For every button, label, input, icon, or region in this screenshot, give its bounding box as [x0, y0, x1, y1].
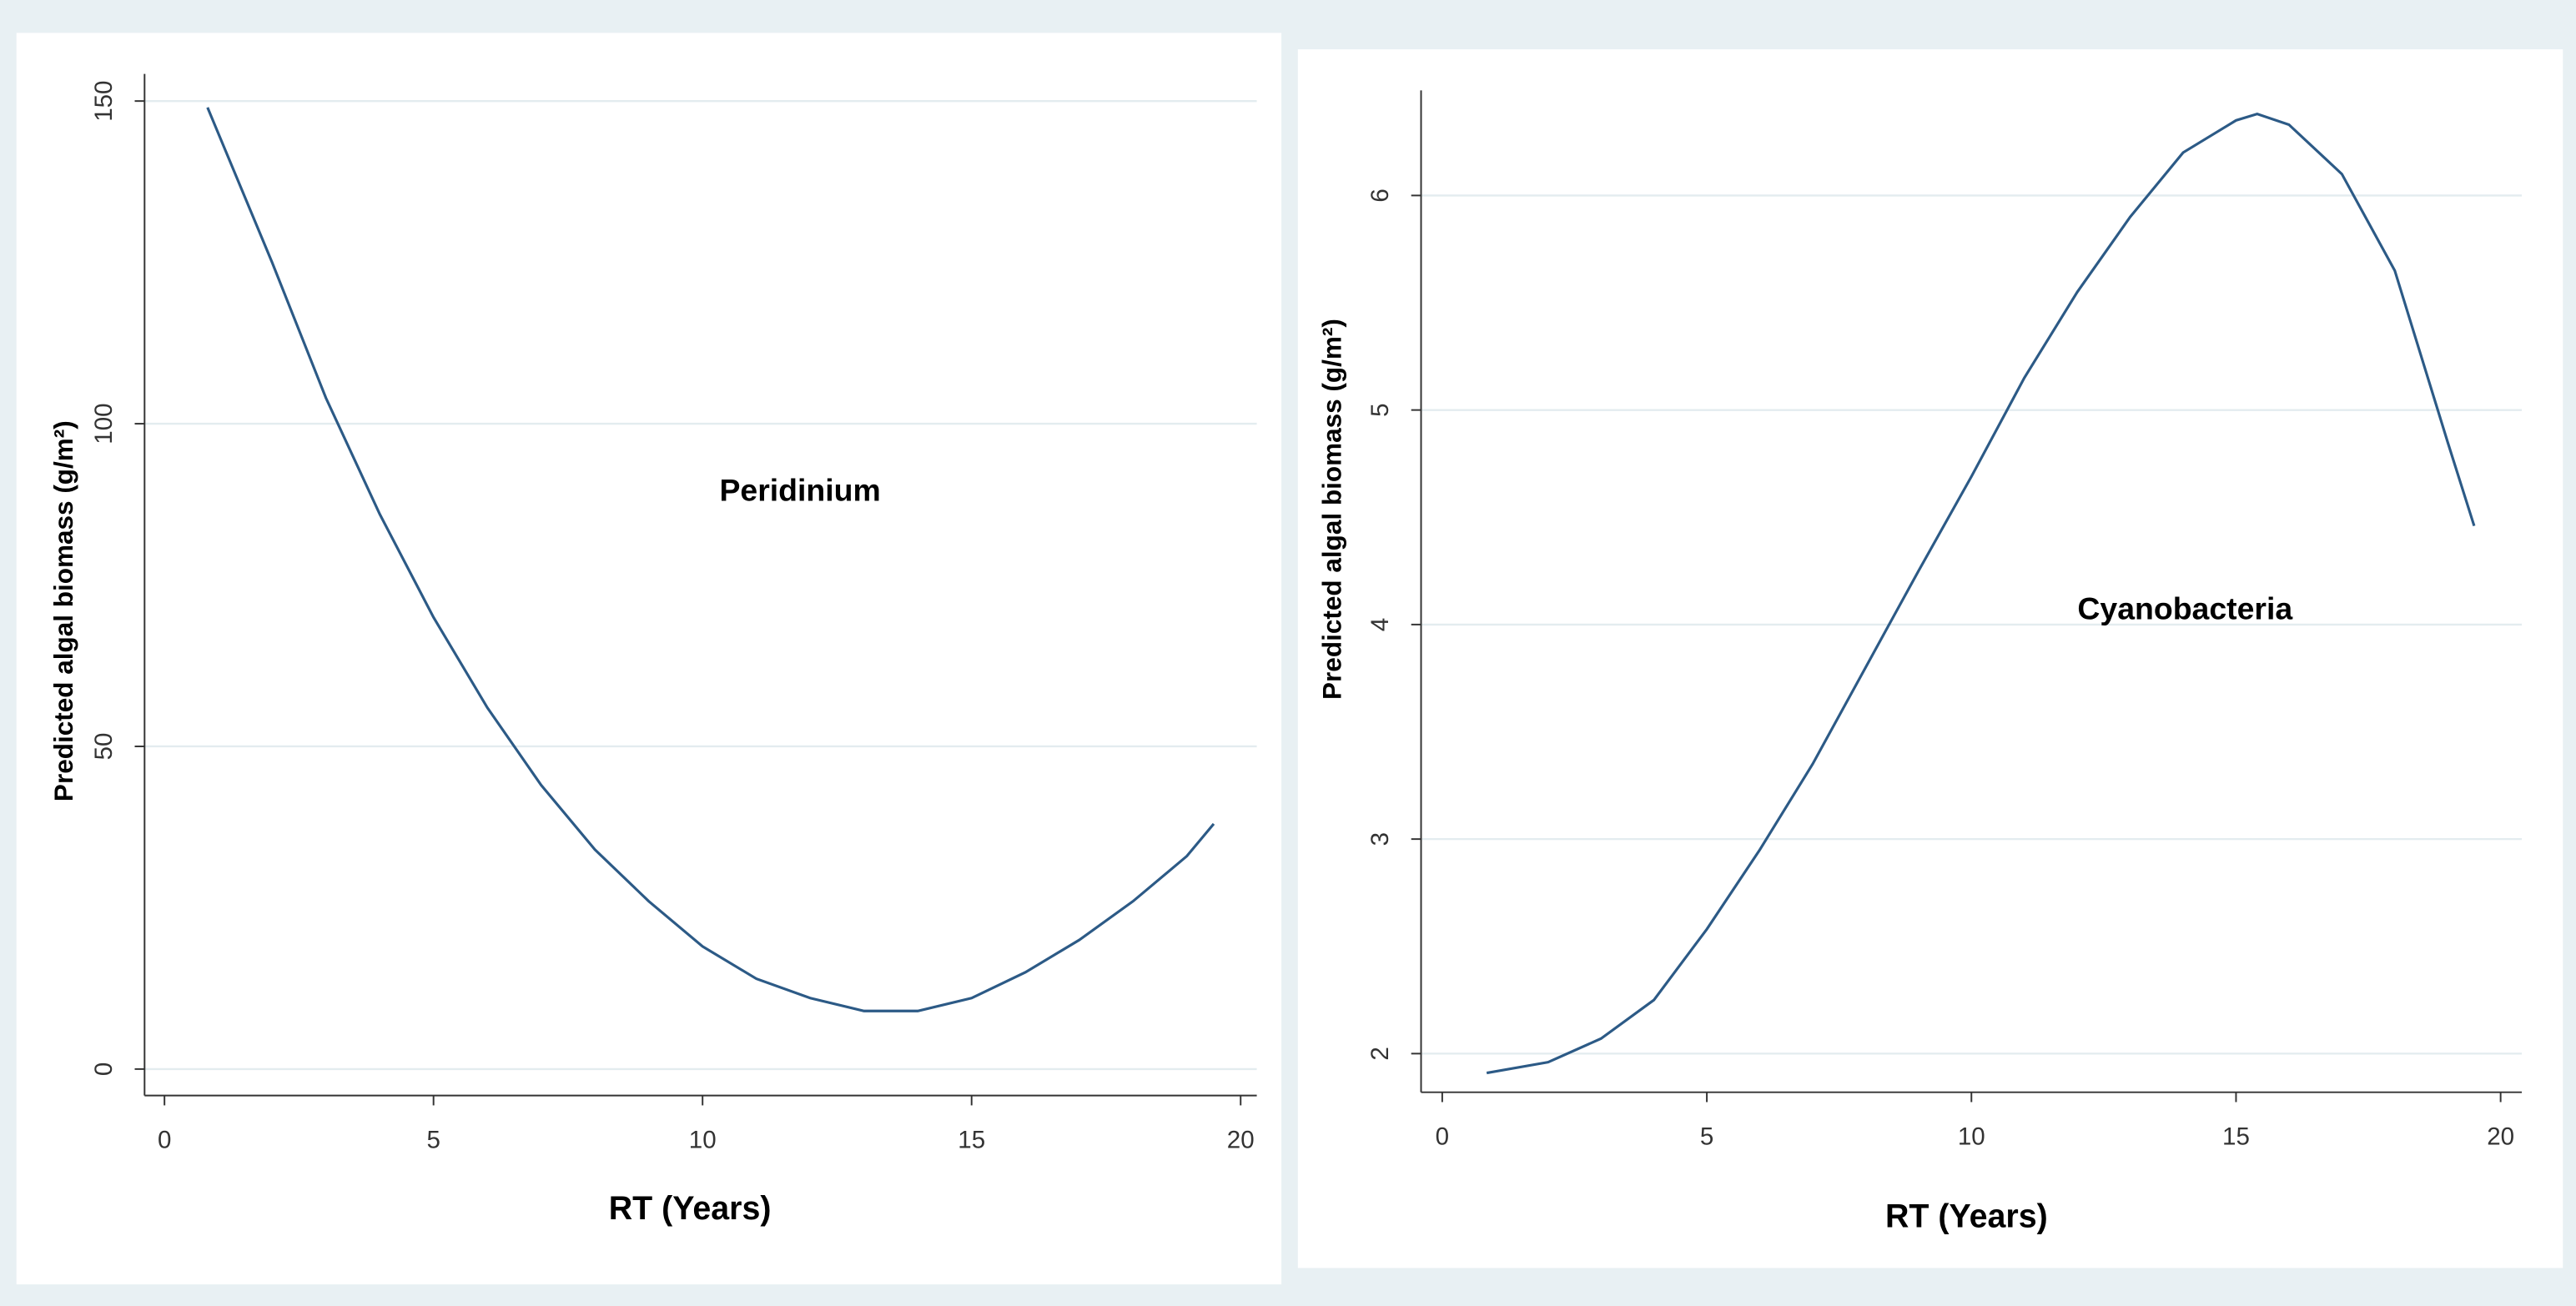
x-tick-label: 0	[158, 1127, 171, 1154]
y-tick-label: 4	[1366, 618, 1394, 631]
x-tick-label: 5	[426, 1127, 440, 1154]
y-tick-label: 6	[1366, 188, 1394, 202]
y-label-box	[1301, 221, 1367, 797]
y-tick-label: 5	[1366, 403, 1394, 416]
y-tick-label: 100	[90, 403, 118, 444]
x-tick-label: 20	[2487, 1123, 2514, 1151]
annotation: Cyanobacteria	[2077, 591, 2293, 626]
x-tick-label: 10	[1958, 1123, 1985, 1151]
x-tick-label: 15	[2222, 1123, 2250, 1151]
x-tick-label: 5	[1700, 1123, 1713, 1151]
x-tick-label: 20	[1227, 1127, 1255, 1154]
y-axis-label: Predicted algal biomass (g/m²)	[48, 420, 78, 801]
data-line	[1486, 112, 2476, 1075]
x-tick-label: 0	[1436, 1123, 1449, 1151]
x-label-box	[604, 1166, 812, 1248]
y-tick-label: 3	[1366, 832, 1394, 846]
x-axis-label: RT (Years)	[1885, 1198, 2048, 1235]
panel-left	[16, 33, 1282, 1285]
y-tick-label: 150	[90, 81, 118, 122]
y-label-box	[29, 304, 93, 904]
x-tick-label: 10	[689, 1127, 717, 1154]
panel-right	[1297, 49, 2563, 1268]
x-label-box	[1828, 1174, 2105, 1257]
y-tick-label: 0	[90, 1062, 118, 1076]
annotation: Peridinium	[719, 473, 880, 508]
y-tick-label: 2	[1366, 1047, 1394, 1060]
y-axis-label: Predicted algal biomass (g/m²)	[1316, 319, 1346, 700]
x-axis-label: RT (Years)	[609, 1190, 772, 1227]
x-tick-label: 15	[958, 1127, 985, 1154]
data-line	[206, 107, 1215, 1012]
y-tick-label: 50	[90, 733, 118, 761]
